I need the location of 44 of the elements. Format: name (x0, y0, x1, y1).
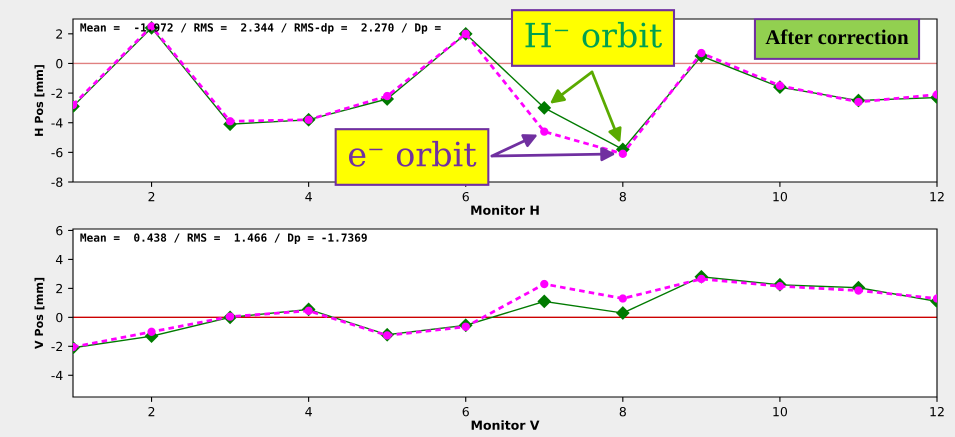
annotation: Mean = 0.438 / RMS = 1.466 / Dp = -1.7369 (80, 233, 367, 244)
x-tick-label: 6 (462, 192, 469, 202)
x-tick-label: 10 (773, 406, 788, 416)
y-tick-label: -2 (51, 342, 62, 352)
y-tick-label: -4 (51, 118, 63, 128)
x-tick-label: 2 (148, 192, 154, 202)
point (618, 294, 627, 303)
x-tick-label: 4 (305, 192, 312, 202)
y-tick-label: 2 (56, 284, 62, 294)
point (226, 117, 234, 126)
x-tick-label: 12 (930, 406, 944, 416)
y-tick-label: -2 (51, 88, 62, 98)
point (854, 286, 863, 295)
y-tick-label: -8 (51, 177, 62, 187)
y-axis-title: V Pos [mm] (34, 278, 44, 349)
x-tick-label: 10 (773, 192, 788, 202)
point (616, 306, 630, 320)
point (147, 328, 156, 336)
y-tick-label: 4 (56, 255, 63, 264)
point (538, 101, 551, 114)
x-axis-title: Monitor V (472, 420, 540, 430)
y-tick-label: -4 (51, 370, 63, 380)
y-tick-label: 0 (56, 312, 62, 322)
point (540, 127, 548, 136)
point (618, 150, 627, 158)
y-axis-title: H Pos [mm] (34, 65, 44, 136)
annotation: After correction (766, 29, 908, 44)
x-tick-label: 2 (148, 406, 154, 416)
point (697, 48, 706, 58)
point (383, 92, 392, 100)
x-axis-title: Monitor H (471, 205, 539, 215)
annotation: e⁻ orbit (349, 140, 476, 167)
x-tick-label: 8 (620, 406, 626, 416)
x-tick-label: 8 (620, 192, 626, 202)
x-tick-label: 6 (462, 406, 469, 416)
point (538, 294, 551, 308)
y-tick-label: 0 (56, 58, 62, 68)
y-tick-label: 2 (56, 29, 62, 39)
y-tick-label: 6 (56, 226, 62, 236)
y-tick-label: -6 (51, 148, 62, 158)
annotation: H⁻ orbit (526, 22, 662, 48)
x-tick-label: 4 (305, 407, 312, 416)
point (540, 280, 548, 288)
x-tick-label: 12 (930, 192, 944, 202)
